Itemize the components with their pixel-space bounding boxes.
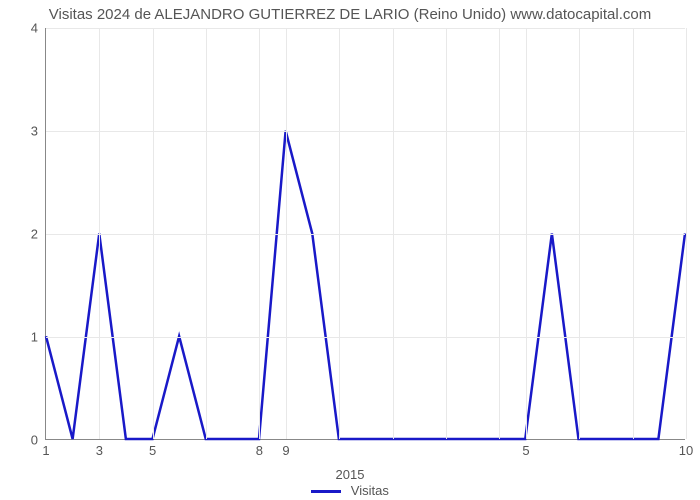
grid-line-v	[579, 28, 580, 439]
x-tick-label: 5	[522, 439, 529, 458]
grid-line-h	[46, 234, 685, 235]
plot-area: 0123413589510	[45, 28, 685, 440]
grid-line-v	[686, 28, 687, 439]
y-tick-label: 3	[31, 124, 46, 139]
grid-line-v	[286, 28, 287, 439]
x-tick-label: 10	[679, 439, 693, 458]
grid-line-v	[499, 28, 500, 439]
y-tick-label: 4	[31, 21, 46, 36]
chart-title: Visitas 2024 de ALEJANDRO GUTIERREZ DE L…	[0, 6, 700, 23]
y-tick-label: 1	[31, 330, 46, 345]
chart-container: Visitas 2024 de ALEJANDRO GUTIERREZ DE L…	[0, 0, 700, 500]
grid-line-v	[259, 28, 260, 439]
grid-line-v	[633, 28, 634, 439]
grid-line-v	[339, 28, 340, 439]
grid-line-v	[99, 28, 100, 439]
grid-line-v	[526, 28, 527, 439]
y-tick-label: 2	[31, 227, 46, 242]
x-tick-label: 1	[42, 439, 49, 458]
grid-line-h	[46, 131, 685, 132]
grid-line-v	[206, 28, 207, 439]
legend: Visitas	[0, 483, 700, 498]
grid-line-h	[46, 337, 685, 338]
x-tick-label: 5	[149, 439, 156, 458]
x-axis-label: 2015	[0, 467, 700, 482]
grid-line-v	[446, 28, 447, 439]
legend-label: Visitas	[351, 483, 389, 498]
grid-line-v	[153, 28, 154, 439]
grid-line-v	[393, 28, 394, 439]
grid-line-h	[46, 28, 685, 29]
legend-swatch	[311, 490, 341, 493]
x-tick-label: 3	[96, 439, 103, 458]
x-tick-label: 9	[282, 439, 289, 458]
x-tick-label: 8	[256, 439, 263, 458]
visitas-line	[46, 131, 685, 439]
